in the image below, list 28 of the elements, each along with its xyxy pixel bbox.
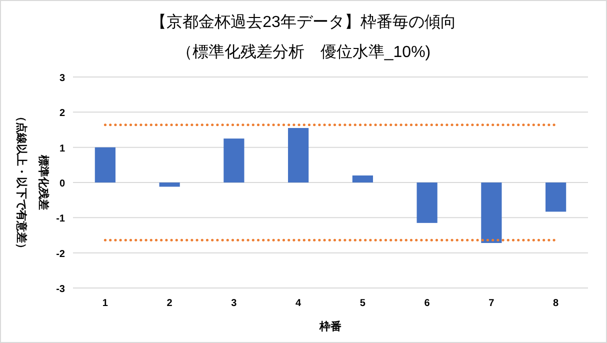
y-tick-label: -3 <box>56 284 66 295</box>
x-tick-label: 7 <box>488 298 495 309</box>
x-tick-label: 1 <box>102 298 108 309</box>
y-tick-label: -2 <box>56 248 66 260</box>
bar <box>288 128 309 182</box>
x-tick-label: 6 <box>424 298 430 309</box>
x-tick-label: 3 <box>231 298 238 309</box>
bar <box>481 182 502 243</box>
chart-subtitle: （標準化残差分析 優位水準_10%) <box>176 43 431 61</box>
bar <box>94 147 116 182</box>
x-tick-label: 5 <box>360 298 366 309</box>
bar <box>159 182 180 187</box>
x-tick-label: 8 <box>553 298 560 309</box>
bar <box>352 175 373 182</box>
bar <box>416 182 438 223</box>
chart-title: 【京都金杯過去23年データ】枠番毎の傾向 <box>150 13 456 31</box>
y-tick-label: 3 <box>59 73 66 84</box>
y-tick-label: 1 <box>59 143 66 154</box>
bar <box>546 182 566 212</box>
y-axis-title: 標準化残差 <box>37 154 50 210</box>
bar <box>224 138 244 182</box>
x-tick-label: 4 <box>296 298 302 309</box>
text: （点線以上・以下で有意差） <box>15 111 28 254</box>
x-tick-label: 2 <box>166 298 173 309</box>
x-axis-title: 枠番 <box>318 320 342 333</box>
y-tick-label: 0 <box>59 178 66 190</box>
y-tick-label: -1 <box>56 214 66 225</box>
y-tick-label: 2 <box>59 108 66 120</box>
